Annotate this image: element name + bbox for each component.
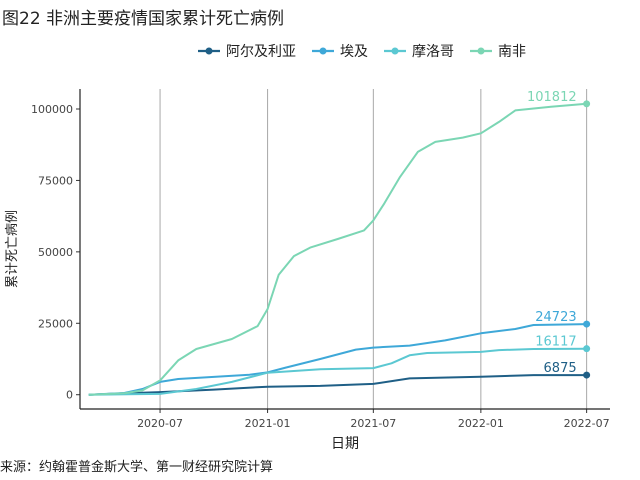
figure-title: 图22 非洲主要疫情国家累计死亡病例 <box>2 9 285 29</box>
y-tick-label: 100000 <box>31 103 73 116</box>
series-end-point <box>583 320 591 328</box>
end-value-label: 6875 <box>544 361 577 376</box>
y-tick-label: 25000 <box>38 317 73 330</box>
series-line <box>88 323 587 396</box>
legend-entry: 埃及 <box>340 44 368 60</box>
legend-entry: 摩洛哥 <box>412 43 454 60</box>
end-value-label: 24723 <box>535 310 576 325</box>
x-tick-label: 2022-07 <box>564 417 610 430</box>
end-value-label: 101812 <box>527 90 577 105</box>
legend-entry: 阿尔及利亚 <box>226 44 296 60</box>
source-note: 来源：约翰霍普金斯大学、第一财经研究院计算 <box>0 460 274 475</box>
legend-key-marker <box>205 47 213 55</box>
legend-entry: 南非 <box>498 44 526 60</box>
end-value-label: 16117 <box>535 335 576 350</box>
x-tick-label: 2020-07 <box>137 417 183 430</box>
series-line <box>88 102 587 396</box>
y-tick-label: 50000 <box>38 246 73 259</box>
series-end-point <box>583 345 591 353</box>
x-axis-title: 日期 <box>331 436 359 452</box>
y-axis-title: 累计死亡病例 <box>5 210 20 288</box>
legend-key-marker <box>319 47 327 55</box>
series-end-point <box>583 100 591 108</box>
series-line <box>88 374 587 396</box>
legend-key-marker <box>391 47 399 55</box>
y-tick-label: 0 <box>66 389 73 402</box>
x-tick-label: 2021-01 <box>245 417 291 430</box>
y-tick-label: 75000 <box>38 174 73 187</box>
legend-key-marker <box>477 47 485 55</box>
series-line <box>88 347 587 396</box>
x-tick-label: 2021-07 <box>350 417 396 430</box>
series-end-point <box>583 371 591 379</box>
x-tick-label: 2022-01 <box>458 417 504 430</box>
